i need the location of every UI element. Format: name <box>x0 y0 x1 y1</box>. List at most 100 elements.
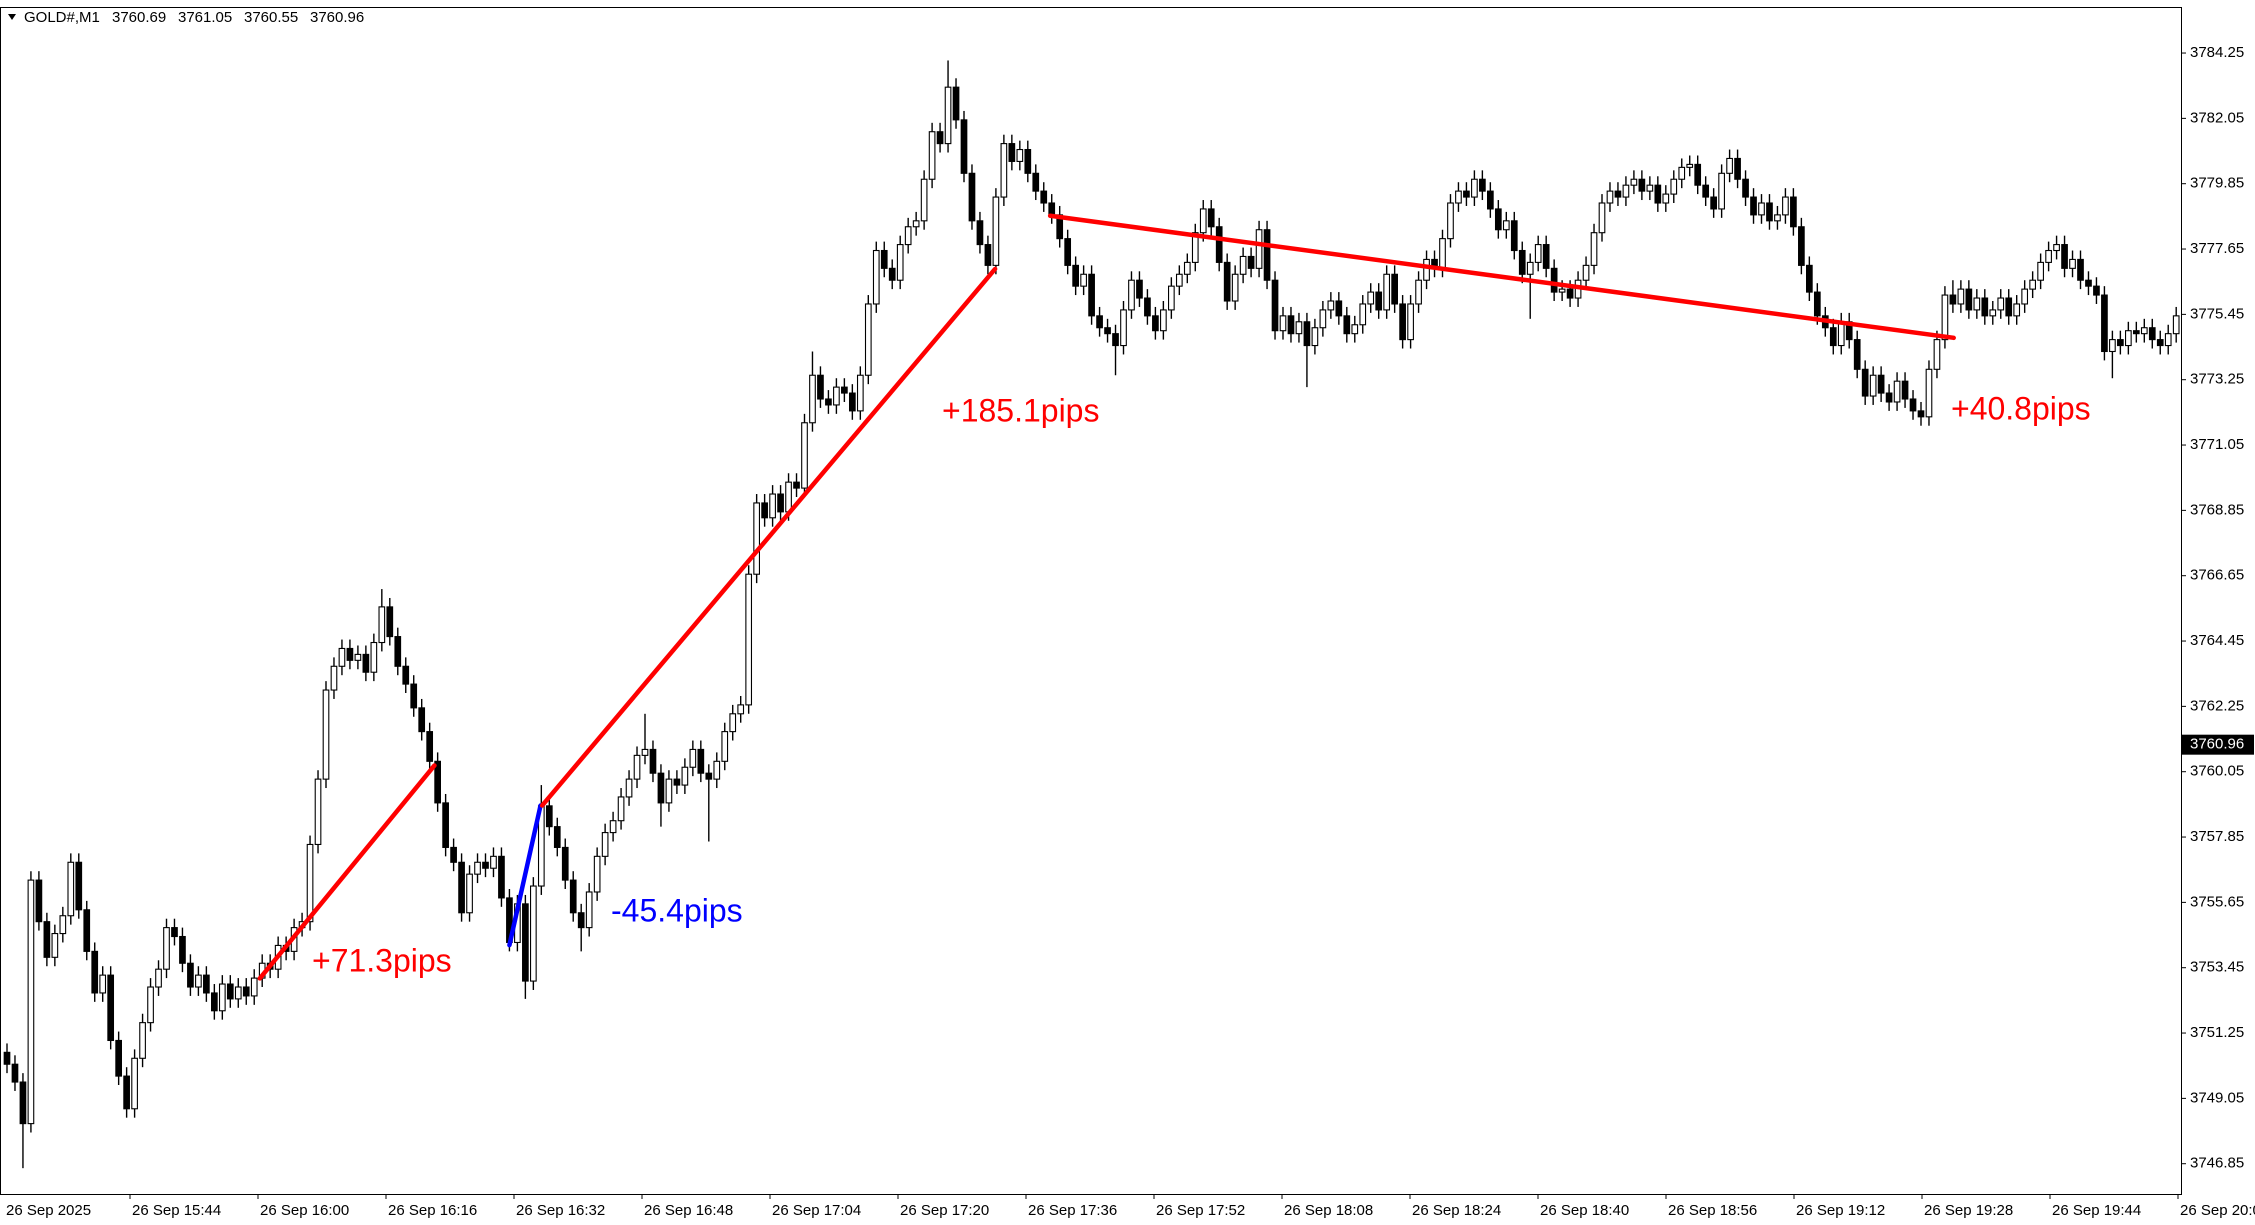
candle-body <box>418 707 426 733</box>
y-tick-label: 3753.45 <box>2190 959 2244 976</box>
x-tick-label: 26 Sep 18:56 <box>1668 1202 1757 1219</box>
candle-body <box>1088 273 1095 317</box>
candle-body <box>1582 264 1590 281</box>
candle-body <box>793 481 800 489</box>
candle-body <box>2069 258 2076 269</box>
candle-body <box>1925 368 1933 418</box>
candle-body <box>442 802 449 848</box>
candle-body <box>1415 279 1422 305</box>
candle-body <box>1351 324 1359 335</box>
candle-body <box>250 977 258 997</box>
candle-body <box>1175 273 1183 287</box>
candle-body <box>1965 288 1973 311</box>
x-tick-label: 26 Sep 17:52 <box>1156 1202 1245 1219</box>
candle-body <box>1813 291 1821 317</box>
candle-body <box>1455 190 1462 204</box>
candle-body <box>920 178 928 222</box>
candle-body <box>713 760 721 780</box>
candle-body <box>378 606 386 644</box>
candle-body <box>721 731 729 762</box>
candle-body <box>2037 261 2044 281</box>
candle-body <box>553 826 561 848</box>
candle-body <box>1375 291 1383 311</box>
x-tick-label: 26 Sep 17:36 <box>1028 1202 1117 1219</box>
candle-body <box>482 861 489 869</box>
candle-body <box>75 861 83 911</box>
candle-body <box>1287 315 1295 335</box>
candle-body <box>1598 202 1606 234</box>
quote-value: 3760.55 <box>244 9 298 26</box>
x-tick-label: 26 Sep 15:44 <box>132 1202 221 1219</box>
candle-body <box>1072 264 1079 287</box>
candle-body <box>841 386 848 394</box>
candle-body <box>1837 321 1845 347</box>
candle-body <box>2140 327 2148 335</box>
candle-body <box>1144 297 1151 317</box>
candle-body <box>91 950 99 994</box>
candle-body <box>2013 303 2021 317</box>
y-tick-label: 3784.25 <box>2190 44 2244 61</box>
candle-body <box>952 86 960 121</box>
candle-body <box>825 398 832 406</box>
candle-body <box>155 968 162 988</box>
candle-body <box>1853 339 1861 370</box>
candle-body <box>1869 374 1877 397</box>
candle-body <box>2061 244 2068 269</box>
candle-body <box>195 974 202 988</box>
candle-body <box>880 249 888 269</box>
x-tick-label: 26 Sep 17:04 <box>772 1202 861 1219</box>
candle-body <box>1710 196 1717 210</box>
candle-body <box>1311 327 1319 347</box>
candle-body <box>1239 255 1247 275</box>
candle-body <box>633 754 641 780</box>
candle-body <box>960 119 968 174</box>
candle-body <box>649 748 657 774</box>
x-tick-label: 26 Sep 16:16 <box>388 1202 477 1219</box>
candle-body <box>1191 232 1199 263</box>
quote-value: 3761.05 <box>178 9 232 26</box>
candle-body <box>1566 288 1574 299</box>
candle-body <box>1032 172 1040 192</box>
candle-body <box>753 502 760 575</box>
candle-body <box>1112 333 1119 347</box>
candle-body <box>123 1075 130 1110</box>
candle-body <box>1614 190 1622 198</box>
candle-body <box>1152 315 1159 332</box>
candle-body <box>2029 279 2036 290</box>
candle-body <box>131 1057 138 1110</box>
candle-body <box>1327 300 1335 311</box>
candle-body <box>1494 208 1502 231</box>
candle-body <box>968 172 976 222</box>
candle-body <box>1702 184 1710 198</box>
candle-body <box>1183 261 1191 275</box>
candle-body <box>27 879 35 1125</box>
candle-body <box>179 935 186 964</box>
candle-body <box>1550 267 1558 293</box>
candle-body <box>936 131 944 145</box>
candle-body <box>896 244 904 281</box>
candle-body <box>984 244 992 266</box>
candle-body <box>1542 244 1550 269</box>
candle-body <box>1654 184 1662 204</box>
menu-triangle[interactable] <box>8 14 16 20</box>
candle-body <box>1008 143 1016 162</box>
candle-body <box>1941 294 1949 341</box>
candle-body <box>1367 291 1375 305</box>
candle-body <box>833 386 840 406</box>
candle-body <box>673 778 681 786</box>
candle-body <box>1606 190 1614 204</box>
candle-body <box>1040 190 1048 204</box>
candle-body <box>904 226 912 246</box>
candle-body <box>1766 202 1773 222</box>
candle-body <box>522 903 529 982</box>
candle-body <box>1518 249 1526 275</box>
y-tick-label: 3779.85 <box>2190 175 2244 192</box>
candle-body <box>1024 148 1032 174</box>
candle-body <box>657 772 665 804</box>
candle-body <box>872 249 880 305</box>
candle-body <box>346 647 354 661</box>
candle-body <box>330 665 338 691</box>
candle-body <box>697 748 705 774</box>
candle-body <box>1279 315 1287 332</box>
candle-body <box>888 267 896 281</box>
